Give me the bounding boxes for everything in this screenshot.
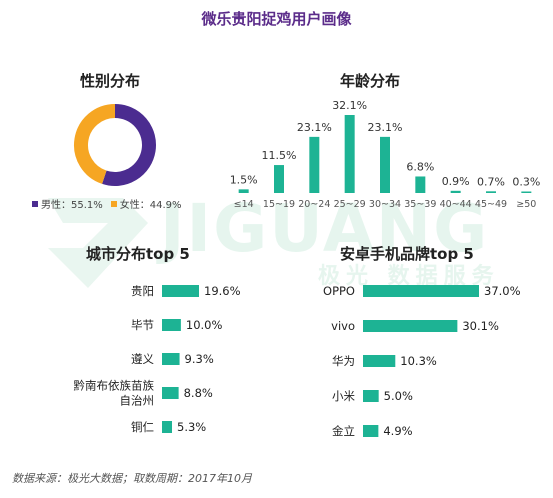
age-bar-value-label: 23.1% <box>368 121 403 134</box>
brand-value-label: 10.3% <box>400 354 437 368</box>
watermark-logo <box>48 198 148 288</box>
age-bar-value-label: 11.5% <box>262 149 297 162</box>
city-value-label: 9.3% <box>185 352 214 366</box>
gender-chart-title: 性别分布 <box>80 72 141 90</box>
age-category-label: 20~24 <box>298 199 330 210</box>
city-value-label: 5.3% <box>177 420 206 434</box>
city-category-label: 黔南布依族苗族 <box>74 379 155 393</box>
age-bar <box>450 190 461 193</box>
age-bar-value-label: 23.1% <box>297 121 332 134</box>
brand-value-label: 30.1% <box>462 319 499 333</box>
age-bar-chart: 1.5% ≤14 11.5% 15~19 23.1% 20~24 32.1% 25~29 23.… <box>230 99 541 210</box>
age-category-label: 25~29 <box>334 199 366 210</box>
gender-legend: 男性：55.1% 女性：44.9% <box>32 196 182 211</box>
age-bar-value-label: 1.5% <box>230 173 258 186</box>
city-category-label: 铜仁 <box>131 420 154 434</box>
city-value-label: 8.8% <box>184 386 213 400</box>
age-bar-value-label: 32.1% <box>332 99 367 112</box>
brand-category-label: 小米 <box>332 389 355 403</box>
brand-value-label: 5.0% <box>384 389 413 403</box>
age-bar-value-label: 0.9% <box>442 175 470 188</box>
age-bar-value-label: 6.8% <box>406 160 434 173</box>
age-category-label: 45~49 <box>475 199 507 210</box>
city-category-label: 贵阳 <box>131 284 154 298</box>
age-category-label: ≤14 <box>234 199 254 210</box>
age-bar <box>309 136 320 193</box>
female-legend-swatch <box>110 200 117 207</box>
age-category-label: 35~39 <box>404 199 436 210</box>
age-bar-value-label: 0.3% <box>512 176 540 189</box>
brand-chart-title: 安卓手机品牌top 5 <box>340 245 474 263</box>
page-title: 微乐贵阳捉鸡用户画像 <box>201 10 352 28</box>
city-category-label: 毕节 <box>131 318 154 332</box>
age-category-label: ≥50 <box>516 199 536 210</box>
age-bar <box>344 115 355 193</box>
age-bar <box>486 191 496 193</box>
city-category-label: 遵义 <box>131 352 154 366</box>
city-chart-title: 城市分布top 5 <box>86 245 190 263</box>
city-bar <box>162 387 179 399</box>
age-bar-value-label: 0.7% <box>477 175 505 188</box>
male-legend-swatch <box>32 200 38 207</box>
age-bar <box>521 191 532 193</box>
age-category-label: 40~44 <box>440 199 472 210</box>
brand-bar-chart: OPPO 37.0% vivo 30.1% 华为 10.3% 小米 5.0% 金立 4.9% <box>323 284 521 438</box>
age-bar <box>415 176 426 193</box>
age-chart-title: 年龄分布 <box>340 72 401 90</box>
female-legend-label: 女性：44.9% <box>119 200 182 211</box>
city-bar <box>162 319 181 331</box>
male-legend-label: 男性：55.1% <box>41 200 103 211</box>
city-bar <box>162 285 199 297</box>
city-bar <box>162 421 173 433</box>
brand-bar <box>363 425 379 437</box>
brand-bar <box>363 390 379 402</box>
watermark-subtitle: 极光 数据服务 <box>318 264 500 289</box>
brand-value-label: 4.9% <box>383 424 412 438</box>
city-bar <box>162 353 180 365</box>
brand-value-label: 37.0% <box>484 284 521 298</box>
donut-slice-male <box>102 104 156 186</box>
brand-category-label: 金立 <box>332 424 355 438</box>
brand-category-label: 华为 <box>332 354 355 368</box>
age-category-label: 15~19 <box>263 199 295 210</box>
age-bar <box>380 136 390 193</box>
age-bar <box>238 189 249 193</box>
city-value-label: 19.6% <box>204 284 241 298</box>
brand-category-label: OPPO <box>323 284 355 298</box>
brand-bar <box>363 320 458 332</box>
city-value-label: 10.0% <box>186 318 223 332</box>
data-source-note: 数据来源：极光大数据；取数周期：2017年10月 <box>12 472 252 485</box>
city-category-label: 自治州 <box>120 394 155 408</box>
brand-bar <box>363 355 396 367</box>
age-category-label: 30~34 <box>369 199 401 210</box>
donut-slice-female <box>74 104 116 184</box>
brand-bar <box>363 285 479 297</box>
brand-category-label: vivo <box>331 319 355 333</box>
gender-donut-chart <box>74 104 156 186</box>
age-bar <box>274 165 284 193</box>
watermark-brand: JIGUANG <box>160 190 490 267</box>
